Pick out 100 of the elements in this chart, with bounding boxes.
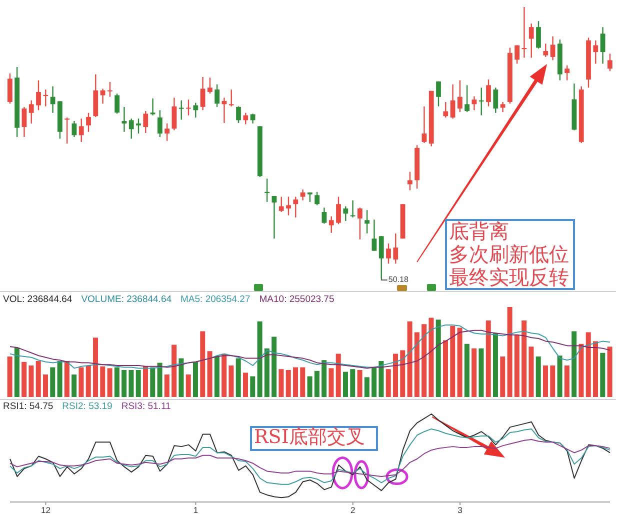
candlestick (22, 106, 27, 138)
bar (64, 361, 70, 397)
candlestick (136, 118, 141, 134)
candlestick (64, 116, 70, 144)
bar (372, 367, 377, 397)
bar (207, 351, 212, 397)
bar (7, 356, 12, 397)
bar (357, 370, 362, 397)
bar (536, 356, 541, 397)
x-tick-label: 2 (350, 505, 356, 514)
bar (472, 348, 477, 397)
candlestick (7, 72, 12, 104)
bar (322, 360, 327, 397)
candlestick (143, 110, 148, 134)
candlestick (500, 101, 506, 113)
candlestick (72, 120, 77, 138)
bar (114, 367, 120, 397)
bar (336, 354, 341, 397)
candlestick (393, 232, 398, 264)
bar (514, 334, 520, 397)
bar (236, 358, 241, 397)
candlestick (300, 188, 306, 201)
bar (414, 332, 420, 397)
bar (128, 370, 134, 397)
bar (528, 346, 534, 397)
bar (222, 354, 227, 397)
candlestick (43, 88, 48, 107)
bar (457, 328, 462, 397)
bar (486, 320, 491, 397)
bar (172, 344, 177, 397)
x-tick-label: 1 (193, 505, 198, 514)
annotation: 50.18 (388, 275, 409, 284)
candlestick (293, 196, 298, 218)
candlestick (236, 106, 241, 124)
bar (57, 361, 62, 397)
text: VOLUME: 236844.64 (81, 294, 172, 305)
candlestick (514, 44, 520, 64)
bar (186, 374, 191, 397)
candlestick (407, 171, 412, 191)
candlestick (364, 209, 370, 234)
candlestick (28, 100, 34, 124)
bar (378, 361, 384, 397)
candlestick (286, 196, 291, 216)
bar (257, 321, 262, 397)
bar (178, 358, 184, 397)
text: VOL: 236844.64 (3, 294, 72, 305)
candlestick (243, 112, 248, 125)
bar (286, 370, 291, 397)
candlestick (207, 76, 212, 94)
candlestick (157, 110, 162, 138)
bar (564, 366, 570, 397)
candlestick (443, 101, 448, 118)
candlestick (178, 100, 184, 120)
candlestick (122, 106, 127, 132)
bar (107, 368, 112, 397)
annotation: 底背离 (449, 219, 510, 243)
bar (264, 348, 270, 397)
candlestick (564, 64, 570, 81)
bar (593, 341, 598, 397)
bar (214, 356, 220, 397)
bar (478, 348, 484, 397)
bar (364, 377, 370, 397)
candlestick (314, 191, 320, 206)
bar (250, 376, 256, 397)
bar (300, 367, 306, 397)
bar (22, 362, 27, 397)
bar (386, 369, 391, 397)
bar (50, 367, 56, 397)
candlestick (228, 88, 234, 107)
bar (72, 374, 77, 397)
candlestick (550, 36, 556, 61)
candlestick (528, 22, 534, 58)
bar (86, 366, 91, 397)
candlestick (128, 118, 134, 140)
candlestick (478, 87, 484, 116)
bar (443, 340, 448, 397)
bar (493, 333, 498, 397)
bar (450, 326, 456, 397)
bar (422, 324, 427, 397)
candlestick (464, 84, 470, 113)
candlestick (328, 216, 334, 234)
text: MA5: 206354.27 (180, 294, 250, 305)
bar (143, 366, 148, 397)
candlestick (593, 40, 598, 64)
bar (464, 344, 470, 397)
bar (293, 367, 298, 397)
bar (36, 361, 41, 397)
candlestick (486, 78, 491, 107)
bar (93, 338, 98, 397)
candlestick (200, 76, 206, 111)
bar (550, 366, 556, 397)
x-tick-label: 12 (40, 505, 51, 514)
candlestick (436, 80, 441, 107)
candlestick (214, 84, 220, 108)
candlestick (107, 81, 112, 98)
bar (314, 370, 320, 397)
candlestick (536, 20, 541, 50)
bar (572, 331, 577, 397)
bar (522, 320, 527, 397)
candlestick (278, 196, 284, 213)
